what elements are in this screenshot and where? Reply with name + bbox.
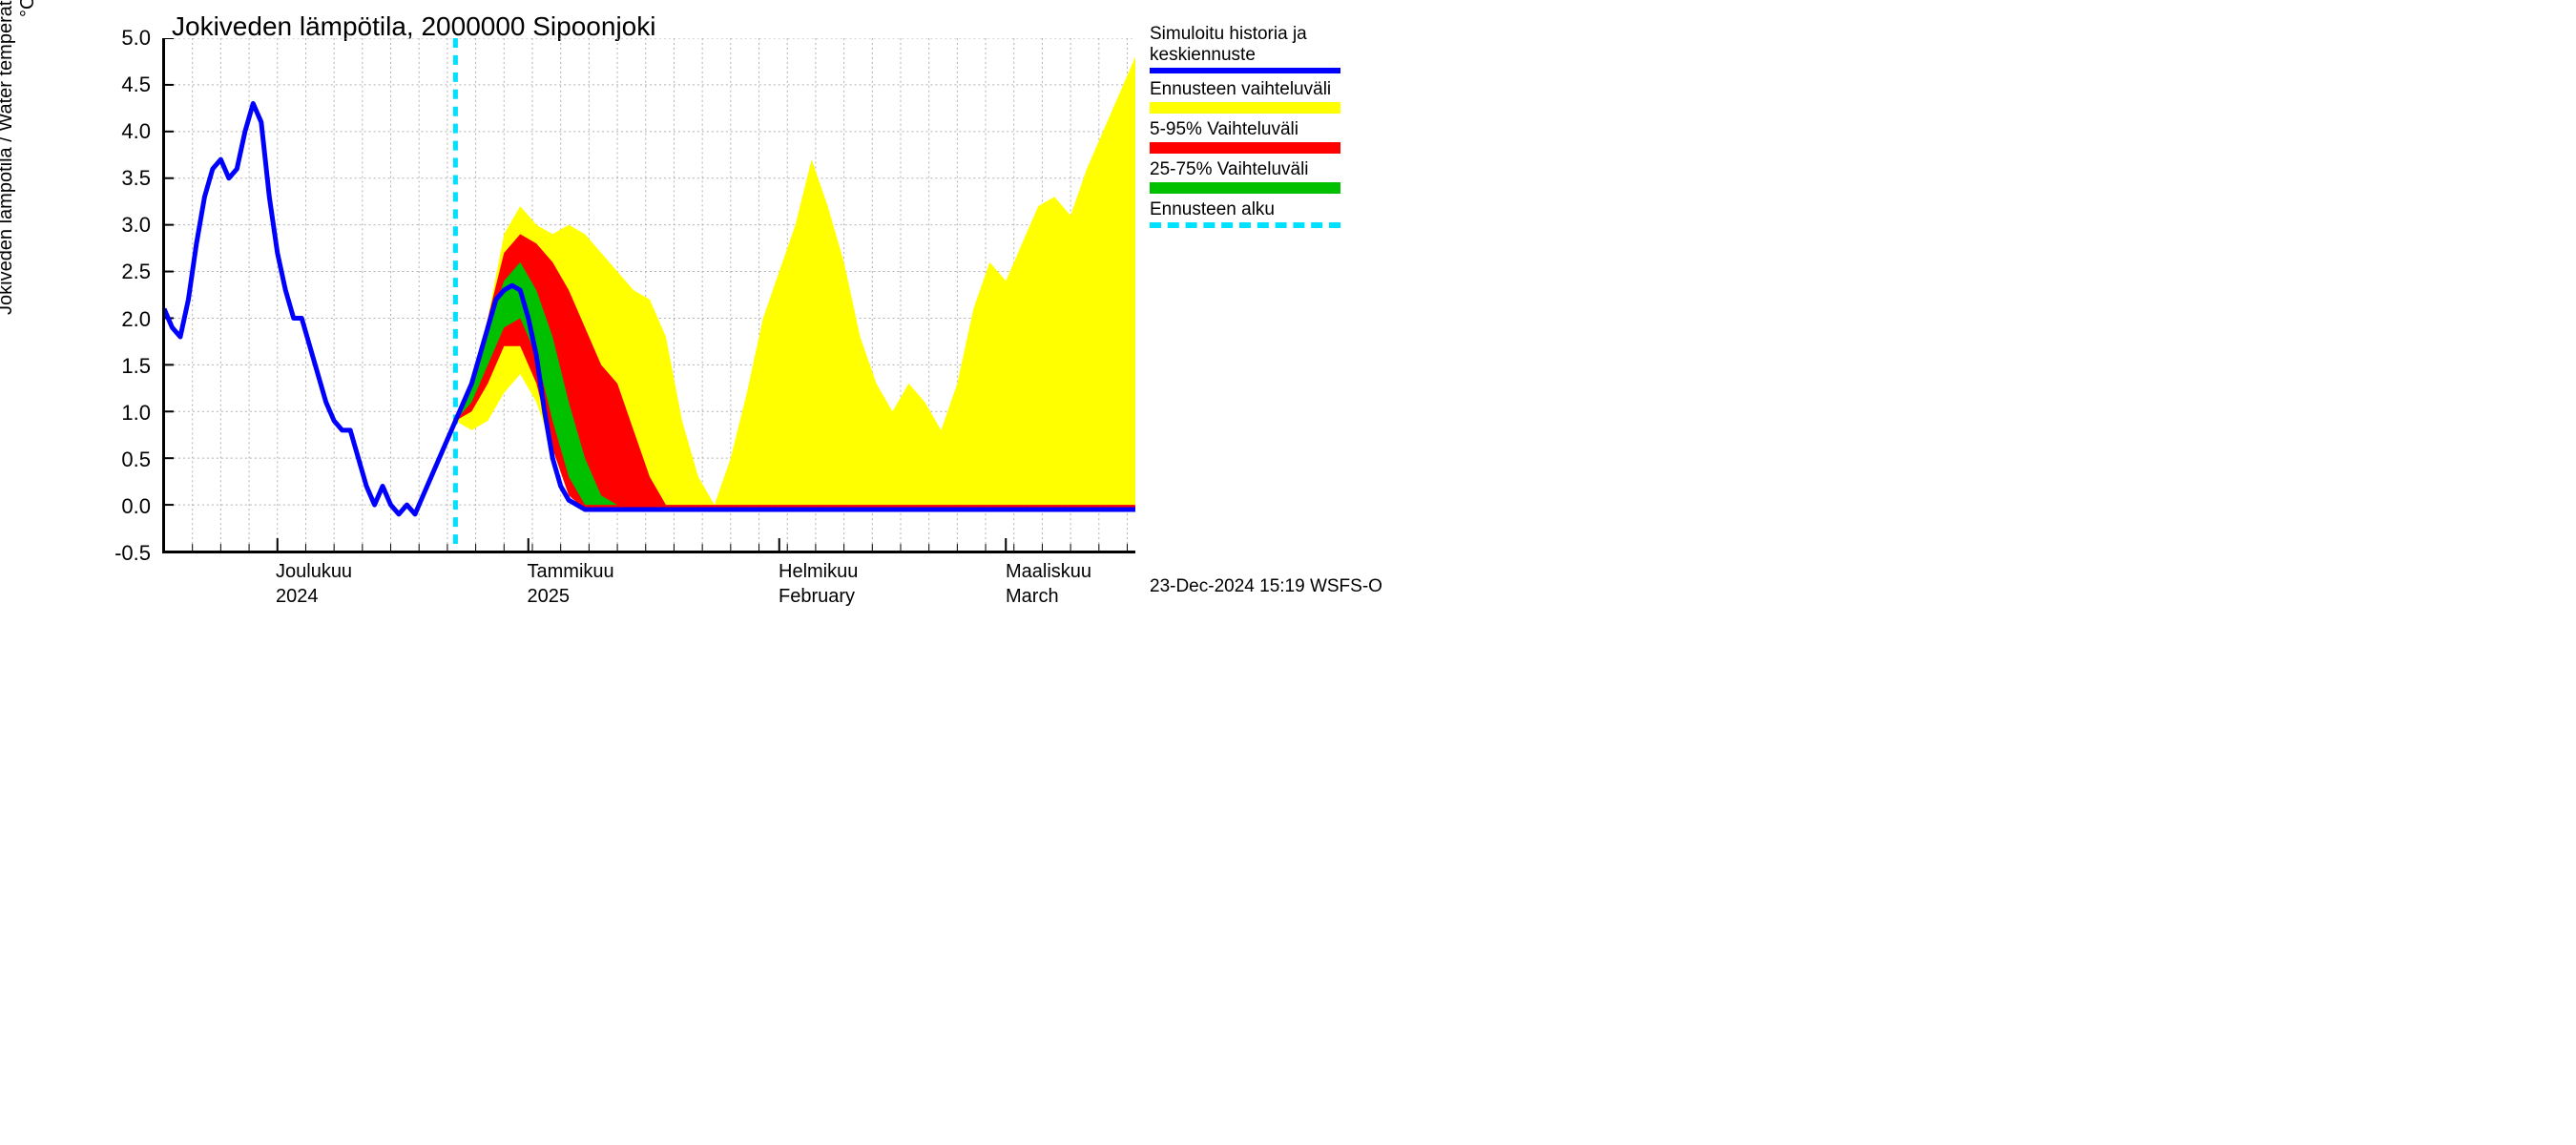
y-tick-label: 3.0 [103,213,151,238]
legend-swatch [1150,182,1340,194]
legend-item: Ennusteen alku [1150,199,1417,228]
x-tick-sublabel: February [779,586,855,608]
y-tick-label: 0.5 [103,448,151,472]
legend-swatch [1150,68,1340,73]
x-tick-label: Joulukuu [276,561,352,583]
y-tick-label: 2.0 [103,307,151,332]
y-tick-label: 3.5 [103,166,151,191]
y-tick-label: 1.0 [103,401,151,426]
legend-item: Ennusteen vaihteluväli [1150,79,1417,114]
x-tick-label: Tammikuu [528,561,614,583]
legend-item: 25-75% Vaihteluväli [1150,159,1417,194]
footer-timestamp: 23-Dec-2024 15:19 WSFS-O [1150,576,1382,597]
x-tick-sublabel: 2024 [276,586,319,608]
y-axis-label: Jokiveden lämpötila / Water temperature [0,0,17,315]
x-tick-label: Helmikuu [779,561,858,583]
plot-svg [164,38,1135,552]
y-tick-label: -0.5 [103,541,151,566]
y-tick-label: 0.0 [103,494,151,519]
x-tick-sublabel: March [1006,586,1059,608]
legend-item: 5-95% Vaihteluväli [1150,119,1417,154]
legend-label: Ennusteen alku [1150,199,1417,220]
x-tick-label: Maaliskuu [1006,561,1091,583]
legend-label: Ennusteen vaihteluväli [1150,79,1417,100]
legend-label: Simuloitu historia ja keskiennuste [1150,24,1417,66]
legend-swatch [1150,102,1340,114]
legend-label: 5-95% Vaihteluväli [1150,119,1417,140]
legend: Simuloitu historia ja keskiennuste Ennust… [1150,24,1417,234]
legend-label: 25-75% Vaihteluväli [1150,159,1417,180]
legend-swatch [1150,222,1340,228]
legend-item: Simuloitu historia ja keskiennuste [1150,24,1417,73]
y-axis-unit: °C [17,0,39,17]
legend-swatch [1150,142,1340,154]
y-tick-label: 4.0 [103,119,151,144]
y-tick-label: 4.5 [103,73,151,97]
plot-area [162,38,1135,553]
x-tick-sublabel: 2025 [528,586,571,608]
y-tick-label: 2.5 [103,260,151,284]
y-tick-label: 1.5 [103,354,151,379]
temperature-chart: °C Jokiveden lämpötila / Water temperatu… [0,0,1431,636]
y-tick-label: 5.0 [103,26,151,51]
